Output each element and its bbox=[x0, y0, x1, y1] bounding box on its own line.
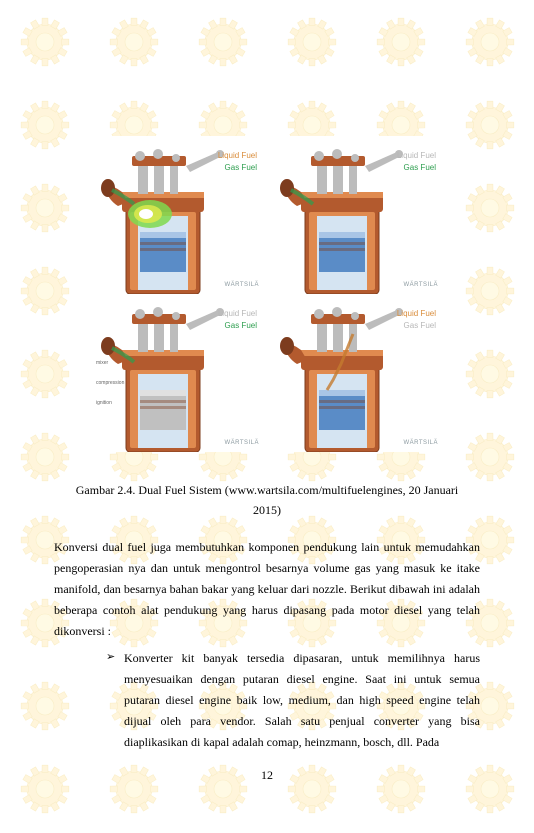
gas-fuel-label: Gas Fuel bbox=[225, 164, 257, 173]
engine-panel-2: Liquid Fuel Gas Fuel WÄRTSILÄ bbox=[267, 136, 446, 294]
svg-text:ignition: ignition bbox=[96, 400, 112, 406]
figure-dual-fuel: Liquid Fuel Gas Fuel WÄRTSILÄ bbox=[88, 100, 446, 452]
caption-line-2: 2015) bbox=[253, 503, 281, 517]
caption-line-1: Gambar 2.4. Dual Fuel Sistem (www.wartsi… bbox=[76, 483, 458, 497]
bullet-list: Konverter kit banyak tersedia dipasaran,… bbox=[54, 648, 480, 753]
brand-label: WÄRTSILÄ bbox=[403, 282, 438, 288]
gas-fuel-label: Gas Fuel bbox=[404, 322, 436, 331]
engine-panel-1: Liquid Fuel Gas Fuel WÄRTSILÄ bbox=[88, 136, 267, 294]
svg-text:compression: compression bbox=[96, 380, 125, 386]
brand-label: WÄRTSILÄ bbox=[403, 440, 438, 446]
figure-caption: Gambar 2.4. Dual Fuel Sistem (www.wartsi… bbox=[54, 480, 480, 521]
liquid-fuel-label: Liquid Fuel bbox=[397, 152, 436, 161]
engine-panel-3: mixer compression ignition Liquid Fuel Ga… bbox=[88, 294, 267, 452]
engine-panel-4: Liquid Fuel Gas Fuel WÄRTSILÄ bbox=[267, 294, 446, 452]
page-content: Liquid Fuel Gas Fuel WÄRTSILÄ bbox=[0, 0, 534, 813]
brand-label: WÄRTSILÄ bbox=[224, 440, 259, 446]
bullet-item-1: Konverter kit banyak tersedia dipasaran,… bbox=[110, 648, 480, 753]
body-paragraph: Konversi dual fuel juga membutuhkan komp… bbox=[54, 537, 480, 642]
brand-label: WÄRTSILÄ bbox=[224, 282, 259, 288]
svg-text:mixer: mixer bbox=[96, 360, 109, 366]
gas-fuel-label: Gas Fuel bbox=[225, 322, 257, 331]
liquid-fuel-label: Liquid Fuel bbox=[218, 152, 257, 161]
liquid-fuel-label: Liquid Fuel bbox=[218, 310, 257, 319]
gas-fuel-label: Gas Fuel bbox=[404, 164, 436, 173]
liquid-fuel-label: Liquid Fuel bbox=[397, 310, 436, 319]
